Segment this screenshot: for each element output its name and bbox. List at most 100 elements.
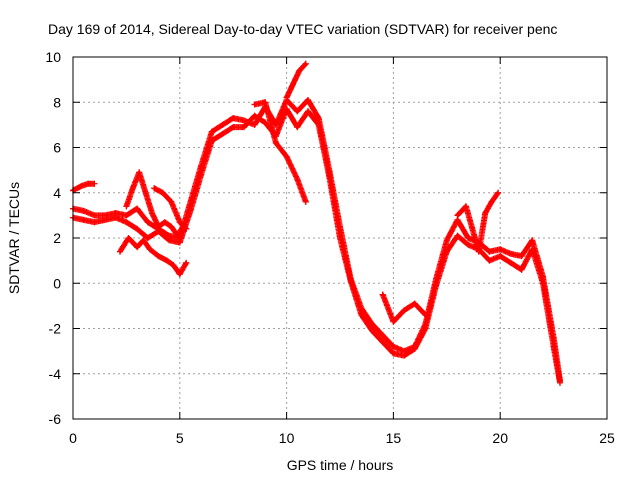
data-point xyxy=(262,99,269,106)
data-point xyxy=(315,115,322,122)
data-point xyxy=(315,121,322,128)
data-point xyxy=(422,311,429,318)
data-point xyxy=(290,81,296,88)
data-point xyxy=(146,246,153,253)
data-point xyxy=(454,232,461,239)
data-point xyxy=(251,121,258,128)
data-point xyxy=(482,210,489,217)
data-point xyxy=(454,212,461,219)
data-point xyxy=(379,291,386,298)
data-point xyxy=(134,225,141,232)
data-point xyxy=(272,140,279,146)
data-point xyxy=(337,235,343,241)
y-tick-labels: -6 -4 -2 0 2 4 6 8 10 xyxy=(45,49,61,427)
data-point xyxy=(507,250,514,257)
data-point xyxy=(161,219,168,226)
data-point xyxy=(155,223,162,230)
data-point xyxy=(134,205,141,212)
data-point xyxy=(401,352,408,359)
data-point xyxy=(433,282,440,289)
data-point xyxy=(240,124,247,131)
data-point xyxy=(518,253,525,260)
y-tick-label: 4 xyxy=(53,185,61,201)
data-point xyxy=(80,207,87,214)
data-point xyxy=(251,112,258,119)
data-point xyxy=(91,212,98,219)
data-point xyxy=(166,237,173,244)
data-point xyxy=(379,339,386,346)
data-point xyxy=(164,257,170,264)
data-point xyxy=(144,219,151,226)
data-point xyxy=(283,153,290,160)
data-point xyxy=(102,216,108,223)
data-point xyxy=(305,108,311,115)
x-tick-label: 0 xyxy=(69,430,77,446)
y-axis-label: SDTVAR / TECUs xyxy=(6,182,22,294)
data-point xyxy=(507,259,514,266)
y-tick-label: -2 xyxy=(49,321,62,337)
data-point xyxy=(91,219,98,226)
data-point xyxy=(465,235,472,241)
data-point xyxy=(91,180,98,187)
data-point xyxy=(283,106,290,112)
y-tick-label: 10 xyxy=(45,49,61,65)
data-point xyxy=(390,350,397,357)
data-point xyxy=(469,225,476,232)
y-tick-label: -6 xyxy=(49,411,62,427)
data-point xyxy=(488,198,495,205)
data-point xyxy=(347,278,354,284)
data-point xyxy=(302,198,309,205)
data-point xyxy=(379,332,386,339)
series-track-e xyxy=(123,169,188,239)
data-point xyxy=(176,219,183,226)
data-point xyxy=(123,212,130,219)
series-track-d xyxy=(117,235,190,278)
y-tick-label: 6 xyxy=(53,140,61,156)
data-point xyxy=(443,248,450,255)
data-point xyxy=(123,203,130,210)
data-point xyxy=(219,121,226,128)
data-point xyxy=(183,259,190,266)
data-point xyxy=(176,271,183,278)
data-series xyxy=(70,60,563,386)
data-point xyxy=(283,94,290,101)
data-point xyxy=(208,128,215,135)
data-point xyxy=(230,115,237,122)
data-point xyxy=(78,183,85,189)
data-point xyxy=(155,253,162,260)
x-tick-labels: 0 5 10 15 20 25 xyxy=(69,430,615,446)
y-tick-label: -4 xyxy=(49,366,62,382)
y-tick-label: 0 xyxy=(53,275,61,291)
data-point xyxy=(358,311,365,318)
data-point xyxy=(463,203,469,210)
data-point xyxy=(134,244,141,251)
data-point xyxy=(85,180,91,187)
data-point xyxy=(557,379,563,386)
x-axis-label: GPS time / hours xyxy=(287,457,394,473)
data-point xyxy=(294,124,301,131)
x-tick-label: 25 xyxy=(599,430,615,446)
data-point xyxy=(168,198,175,205)
y-tick-label: 8 xyxy=(53,94,61,110)
data-point xyxy=(170,262,177,269)
data-point xyxy=(529,246,536,253)
x-tick-label: 5 xyxy=(176,430,184,446)
data-point xyxy=(326,173,333,180)
data-point xyxy=(219,130,226,137)
data-point xyxy=(390,343,397,350)
data-point xyxy=(401,307,408,314)
data-point xyxy=(294,176,301,183)
data-point xyxy=(443,237,450,244)
series-track-g xyxy=(251,99,309,205)
data-point xyxy=(475,248,482,255)
data-point xyxy=(296,67,303,74)
data-point xyxy=(518,266,525,273)
data-point xyxy=(497,253,504,260)
data-point xyxy=(176,239,183,246)
x-tick-label: 20 xyxy=(492,430,508,446)
data-point xyxy=(123,219,130,226)
chart-title: Day 169 of 2014, Sidereal Day-to-day VTE… xyxy=(48,21,557,37)
data-point xyxy=(117,248,123,255)
